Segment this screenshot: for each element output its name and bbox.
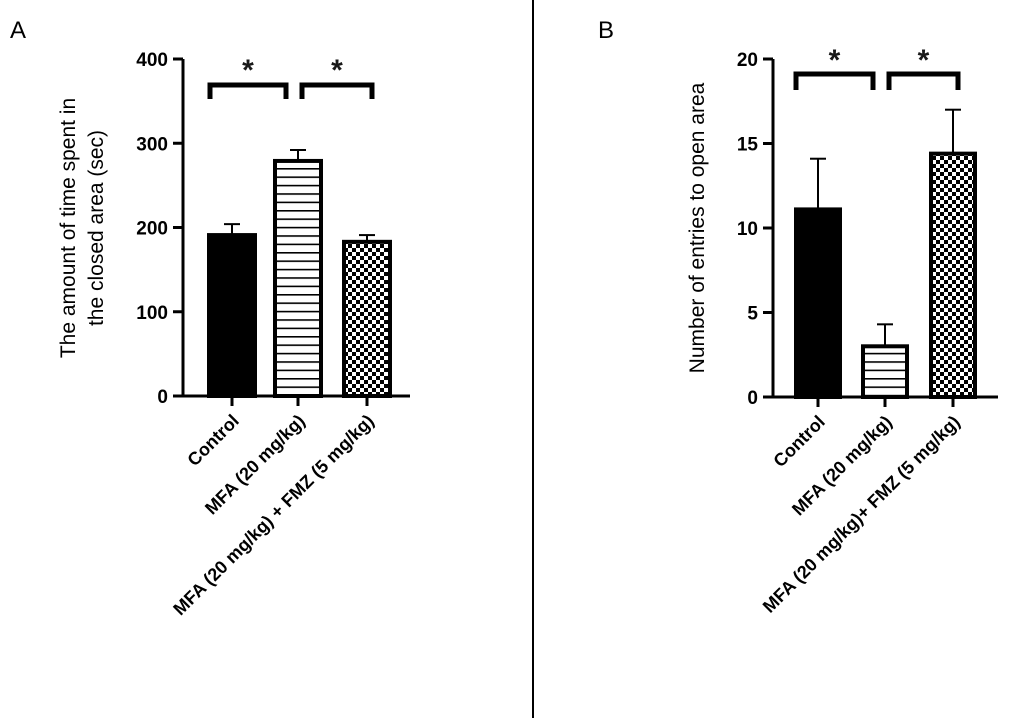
bar-1 (794, 207, 842, 399)
y-axis-label: The amount of time spent in (57, 98, 80, 358)
y-tick-label: 100 (136, 303, 168, 324)
y-tick-label: 10 (737, 219, 758, 240)
significance-star: * (829, 44, 841, 77)
panel-a: A The amount of time spent in the closed a… (10, 17, 410, 619)
y-axis-label: Number of entries to open area (686, 82, 709, 373)
bar-2 (861, 344, 909, 399)
y-tick-label: 5 (747, 304, 758, 325)
bar-2 (273, 158, 323, 398)
significance-bracket (793, 71, 876, 90)
y-tick-label: 200 (136, 219, 168, 240)
panel-label: A (10, 17, 26, 44)
y-tick-label: 20 (737, 50, 758, 71)
y-tick-label: 15 (737, 135, 759, 156)
panel-label: B (598, 17, 614, 44)
bar-1 (207, 233, 257, 398)
significance-bracket (299, 82, 375, 99)
significance-star: * (331, 54, 343, 87)
y-axis-label: the closed area (sec) (85, 130, 108, 326)
y-tick-label: 400 (136, 50, 168, 71)
bar-3 (929, 151, 977, 399)
bar-3 (342, 239, 392, 398)
significance-bracket (207, 82, 289, 99)
panel-b: B Number of entries to open area 0 5 10 15 20 C… (598, 17, 998, 617)
y-tick-label: 0 (157, 387, 168, 408)
y-tick-label: 0 (747, 388, 758, 409)
y-tick-label: 300 (136, 134, 168, 155)
significance-star: * (918, 44, 930, 77)
significance-bracket (886, 71, 961, 90)
x-tick-label: Control (769, 412, 828, 471)
x-tick-label: Control (183, 411, 242, 470)
significance-star: * (242, 54, 254, 87)
